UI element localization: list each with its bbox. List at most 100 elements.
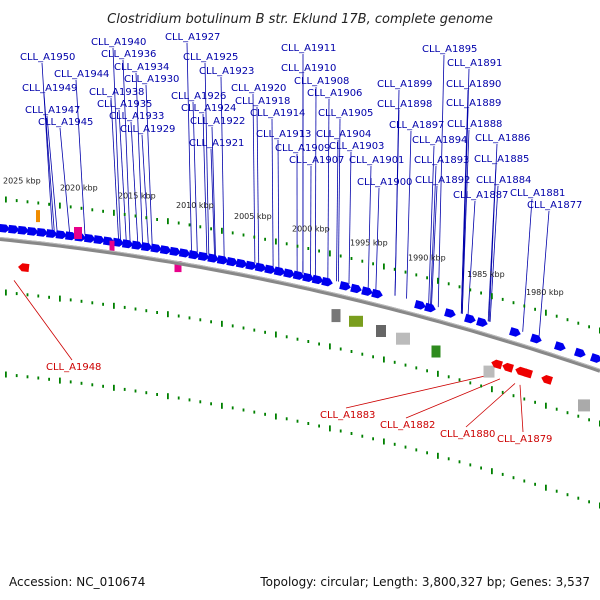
- ring-tick: [404, 445, 407, 449]
- forward-gene-arrow: [169, 246, 181, 256]
- label-leader-line: [118, 109, 127, 241]
- ring-tick: [393, 442, 396, 446]
- ring-tick: [501, 472, 504, 476]
- tick-label: 1995 kbp: [350, 238, 388, 247]
- label-leader-line: [135, 72, 143, 244]
- ring-tick: [329, 250, 331, 257]
- forward-gene-arrow: [424, 302, 436, 313]
- ring-tick: [80, 381, 83, 385]
- forward-gene-label: CLL_A1907: [289, 155, 344, 166]
- ring-tick: [512, 476, 515, 480]
- forward-gene-label: CLL_A1901: [349, 155, 404, 166]
- tick-label: 2010 kbp: [176, 201, 214, 210]
- ring-tick: [199, 318, 202, 322]
- ring-tick: [59, 295, 61, 302]
- forward-gene-label: CLL_A1924: [181, 103, 236, 114]
- forward-gene-arrow: [27, 226, 39, 236]
- ring-tick: [91, 383, 94, 387]
- forward-gene-label: CLL_A1893: [414, 155, 469, 166]
- forward-gene-arrow: [207, 253, 219, 263]
- reverse-gene-label: CLL_A1882: [380, 420, 435, 431]
- ring-tick: [469, 381, 472, 385]
- forward-gene-arrow: [350, 283, 362, 294]
- ring-tick: [350, 350, 353, 353]
- label-leader-line: [13, 280, 73, 361]
- tick-label: 2025 kbp: [3, 176, 41, 185]
- ring-tick: [188, 316, 191, 320]
- forward-gene-label: CLL_A1884: [476, 175, 531, 186]
- forward-gene-label: CLL_A1894: [412, 135, 467, 146]
- ring-tick: [512, 394, 515, 398]
- label-leader-line: [130, 121, 139, 243]
- ring-tick: [167, 393, 169, 400]
- ring-tick: [415, 448, 418, 452]
- forward-gene-label: CLL_A1935: [97, 99, 152, 110]
- ring-tick: [523, 479, 526, 483]
- label-leader-line: [110, 97, 119, 240]
- feature-box: [109, 240, 115, 252]
- ring-tick: [491, 386, 493, 393]
- label-leader-line: [141, 134, 149, 245]
- label-leader-line: [428, 145, 435, 305]
- ring-tick: [534, 482, 536, 486]
- tick-label: 2020 kbp: [60, 183, 98, 192]
- ring-tick: [307, 340, 310, 343]
- ring-tick: [437, 277, 439, 284]
- forward-gene-label: CLL_A1898: [377, 99, 432, 110]
- ring-tick: [588, 418, 590, 422]
- forward-gene-label: CLL_A1947: [25, 105, 80, 116]
- feature-box: [174, 261, 182, 273]
- ring-tick: [264, 412, 266, 416]
- feature-box: [431, 345, 441, 358]
- label-leader-line: [405, 378, 501, 419]
- ring-tick: [210, 402, 212, 406]
- forward-gene-arrow: [311, 274, 324, 285]
- ring-tick: [447, 282, 450, 286]
- ring-tick: [339, 429, 342, 433]
- forward-gene-arrow: [321, 276, 333, 287]
- ring-tick: [145, 216, 148, 220]
- label-leader-line: [204, 62, 210, 255]
- forward-gene-arrow: [283, 268, 295, 278]
- forward-gene-label: CLL_A1889: [446, 98, 501, 109]
- forward-gene-label: CLL_A1920: [231, 83, 286, 94]
- label-leader-line: [338, 118, 341, 282]
- forward-gene-label: CLL_A1895: [422, 44, 477, 55]
- label-leader-line: [489, 185, 499, 322]
- ring-tick: [145, 391, 148, 395]
- ring-tick: [156, 393, 158, 396]
- label-leader-line: [192, 101, 198, 253]
- ring-tick: [372, 437, 374, 441]
- forward-gene-arrow: [554, 341, 566, 352]
- tick-label: 1985 kbp: [467, 270, 505, 279]
- forward-gene-label: CLL_A1938: [89, 87, 144, 98]
- ring-tick: [307, 422, 310, 425]
- forward-gene-arrow: [140, 242, 153, 252]
- forward-gene-arrow: [414, 300, 426, 310]
- feature-box: [331, 309, 341, 323]
- ring-tick: [221, 402, 223, 409]
- ring-tick: [339, 254, 342, 258]
- forward-gene-arrow: [178, 248, 191, 258]
- ring-tick: [199, 400, 202, 404]
- genome-summary-text: Topology: circular; Length: 3,800,327 bp…: [259, 575, 590, 589]
- label-leader-line: [336, 139, 339, 282]
- ring-tick: [383, 263, 385, 270]
- map-title: Clostridium botulinum B str. Eklund 17B,…: [107, 12, 493, 27]
- label-leader-line: [145, 84, 153, 245]
- ring-tick: [588, 500, 590, 504]
- ring-tick: [350, 257, 353, 260]
- ring-tick: [156, 218, 158, 221]
- forward-gene-arrow: [302, 272, 314, 283]
- ring-tick: [404, 270, 407, 274]
- reverse-gene-label: CLL_A1880: [440, 429, 495, 440]
- ring-tick: [26, 200, 29, 204]
- label-leader-line: [277, 139, 280, 269]
- forward-gene-label: CLL_A1914: [250, 108, 305, 119]
- forward-gene-arrow: [464, 313, 476, 324]
- ring-tick: [177, 221, 180, 225]
- label-leader-line: [271, 118, 274, 268]
- ring-tick: [296, 244, 299, 248]
- ring-tick: [48, 202, 50, 206]
